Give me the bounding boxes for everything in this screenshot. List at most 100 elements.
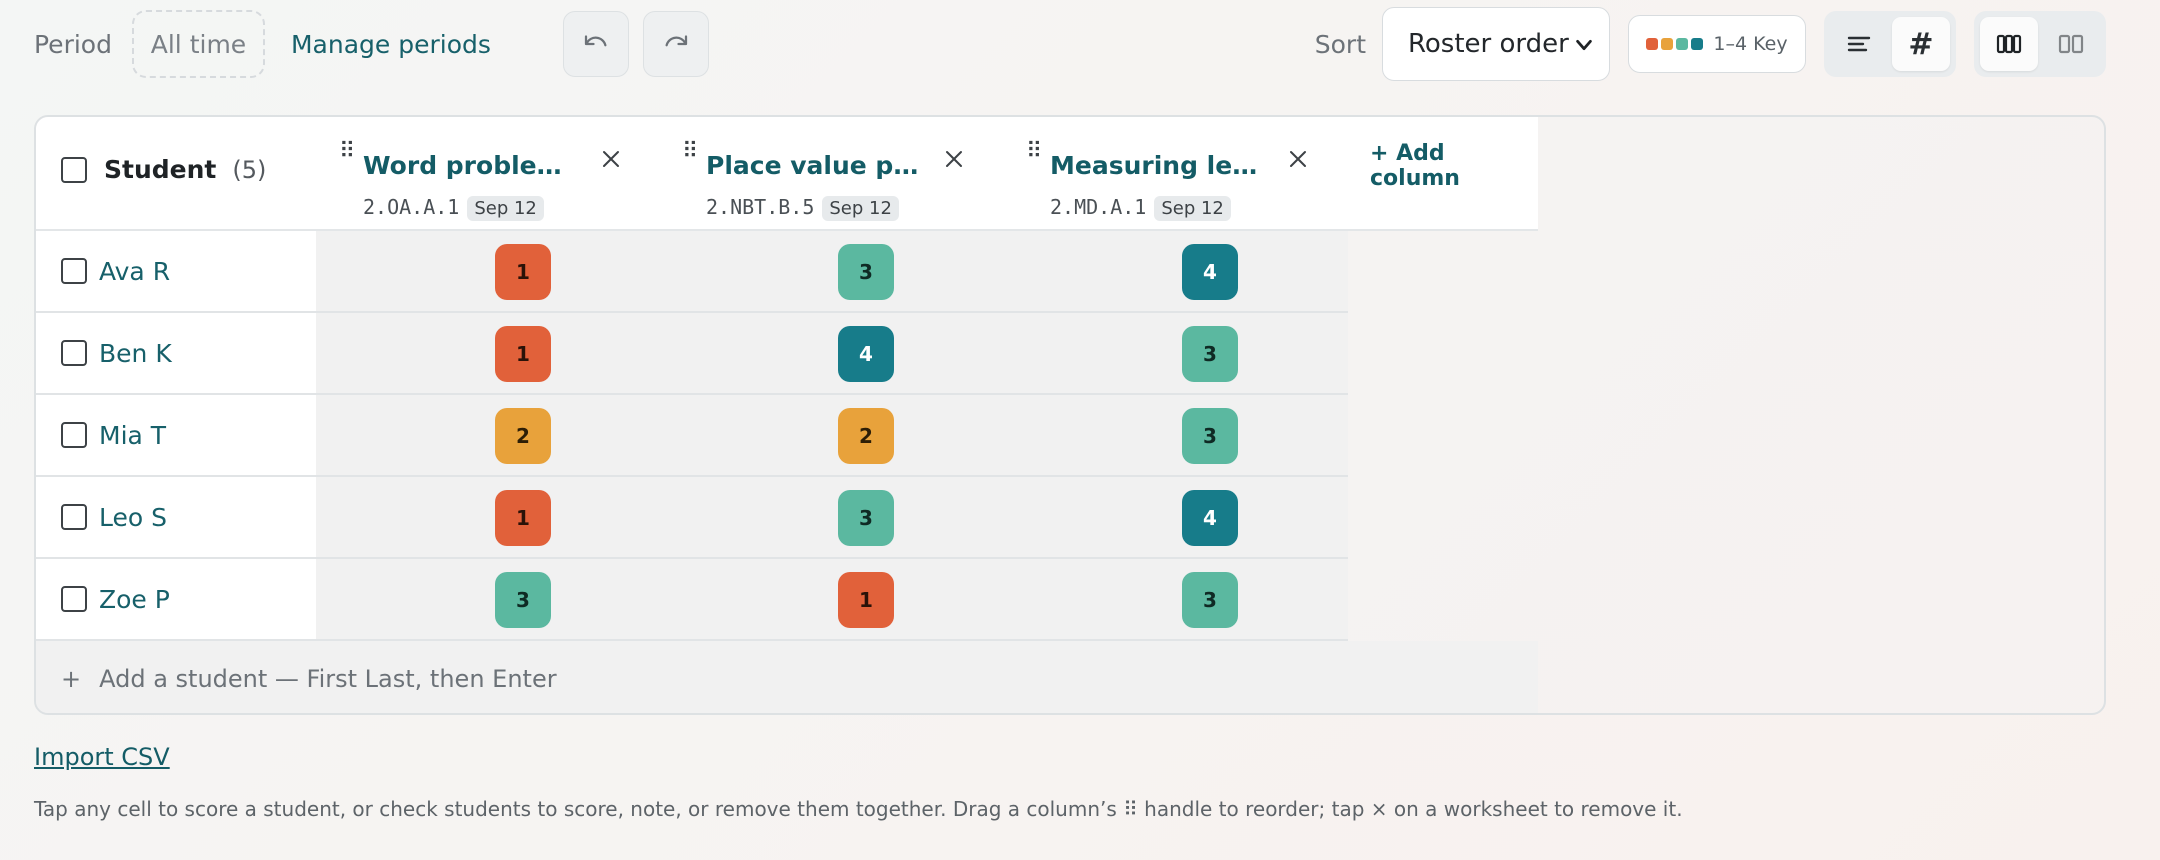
date-badge: Sep 12 — [467, 196, 544, 221]
score-key-swatches — [1646, 38, 1704, 50]
student-checkbox[interactable] — [61, 586, 87, 612]
undo-button[interactable] — [562, 11, 629, 77]
standard-code: 2.MD.A.1 — [1050, 195, 1147, 219]
two-column-button[interactable] — [2042, 17, 2100, 71]
column-meta: 2.OA.A.1 Sep 12 — [363, 195, 544, 221]
add-student-placeholder: Add a student — First Last, then Enter — [99, 665, 557, 693]
swatch-2 — [1661, 38, 1674, 50]
redo-button[interactable] — [642, 11, 709, 77]
drag-handle-icon[interactable]: ⠿ — [339, 139, 355, 164]
column-density-toggle — [1974, 11, 2106, 77]
score-chip[interactable]: 4 — [838, 326, 894, 382]
grid-header: Student (5) ⠿ Word problems … 2.OA.A.1 Se… — [36, 117, 1538, 231]
close-icon[interactable] — [1288, 149, 1308, 169]
student-column-header: Student (5) — [61, 155, 266, 184]
columns-three-icon — [1996, 34, 2022, 54]
student-checkbox[interactable] — [61, 504, 87, 530]
score-chip[interactable]: 3 — [495, 572, 551, 628]
three-column-button[interactable] — [1980, 17, 2038, 71]
column-meta: 2.NBT.B.5 Sep 12 — [706, 195, 899, 221]
score-cells: 1 3 4 — [316, 477, 1348, 557]
text-mode-button[interactable] — [1830, 17, 1888, 71]
student-name[interactable]: Mia T — [99, 420, 167, 450]
chevron-down-icon — [1576, 39, 1592, 51]
score-chip[interactable]: 1 — [838, 572, 894, 628]
column-meta: 2.MD.A.1 Sep 12 — [1050, 195, 1231, 221]
student-cell: Mia T — [36, 395, 316, 475]
score-chip[interactable]: 4 — [1182, 490, 1238, 546]
student-checkbox[interactable] — [61, 340, 87, 366]
swatch-3 — [1676, 38, 1689, 50]
score-key-button[interactable]: 1–4 Key — [1628, 15, 1806, 73]
score-cells: 1 4 3 — [316, 313, 1348, 393]
sort-value: Roster order — [1408, 29, 1569, 59]
table-row: Leo S 1 3 4 — [36, 477, 1348, 559]
import-csv-link[interactable]: Import CSV — [34, 743, 170, 771]
table-row: Mia T 2 2 3 — [36, 395, 1348, 477]
hash-icon: # — [1908, 26, 1934, 62]
score-chip[interactable]: 3 — [838, 244, 894, 300]
plus-icon: + — [61, 665, 82, 693]
column-title[interactable]: Measuring leng… — [1050, 151, 1272, 180]
column-header[interactable]: ⠿ Place value pra… 2.NBT.B.5 Sep 12 — [682, 135, 1012, 221]
student-checkbox[interactable] — [61, 258, 87, 284]
score-chip[interactable]: 3 — [1182, 572, 1238, 628]
drag-handle-icon[interactable]: ⠿ — [682, 139, 698, 164]
student-header-label: Student — [104, 155, 217, 184]
redo-icon — [665, 35, 688, 47]
select-all-checkbox[interactable] — [61, 156, 87, 183]
student-name[interactable]: Ben K — [99, 338, 172, 368]
manage-periods-link[interactable]: Manage periods — [290, 29, 491, 59]
display-mode-toggle: # — [1824, 11, 1956, 77]
period-selector[interactable]: All time — [131, 10, 265, 78]
help-text: Tap any cell to score a student, or chec… — [34, 797, 1683, 821]
score-chip[interactable]: 1 — [495, 244, 551, 300]
align-left-icon — [1847, 36, 1871, 52]
table-row: Ben K 1 4 3 — [36, 313, 1348, 395]
sort-select[interactable]: Roster order — [1382, 7, 1610, 81]
column-title[interactable]: Place value pra… — [706, 151, 928, 180]
column-header[interactable]: ⠿ Measuring leng… 2.MD.A.1 Sep 12 — [1026, 135, 1356, 221]
table-row: Ava R 1 3 4 — [36, 231, 1348, 313]
score-chip[interactable]: 2 — [495, 408, 551, 464]
gradebook-grid: Student (5) ⠿ Word problems … 2.OA.A.1 Se… — [34, 115, 2106, 715]
student-name[interactable]: Ava R — [99, 256, 171, 286]
toolbar: Period All time Manage periods Sort Rost… — [34, 7, 2106, 81]
add-student-input[interactable]: + Add a student — First Last, then Enter — [36, 641, 1538, 713]
period-label: Period — [34, 29, 112, 59]
standard-code: 2.NBT.B.5 — [706, 195, 815, 219]
student-cell: Ava R — [36, 231, 316, 311]
student-name[interactable]: Zoe P — [99, 584, 170, 614]
add-column-button[interactable]: + Add column — [1370, 141, 1460, 191]
score-cells: 3 1 3 — [316, 559, 1348, 639]
column-title[interactable]: Word problems … — [363, 151, 585, 180]
columns-two-icon — [2058, 34, 2084, 54]
swatch-4 — [1691, 38, 1704, 50]
number-mode-button[interactable]: # — [1892, 17, 1950, 71]
standard-code: 2.OA.A.1 — [363, 195, 460, 219]
score-chip[interactable]: 4 — [1182, 244, 1238, 300]
date-badge: Sep 12 — [822, 196, 899, 221]
close-icon[interactable] — [944, 149, 964, 169]
student-cell: Zoe P — [36, 559, 316, 639]
score-cells: 1 3 4 — [316, 231, 1348, 311]
undo-icon — [584, 35, 607, 47]
score-key-label: 1–4 Key — [1713, 33, 1788, 55]
student-count: (5) — [232, 155, 267, 184]
score-cells: 2 2 3 — [316, 395, 1348, 475]
student-cell: Leo S — [36, 477, 316, 557]
student-checkbox[interactable] — [61, 422, 87, 448]
student-cell: Ben K — [36, 313, 316, 393]
score-chip[interactable]: 1 — [495, 326, 551, 382]
student-name[interactable]: Leo S — [99, 502, 167, 532]
close-icon[interactable] — [601, 149, 621, 169]
date-badge: Sep 12 — [1154, 196, 1231, 221]
swatch-1 — [1646, 38, 1659, 50]
drag-handle-icon[interactable]: ⠿ — [1026, 139, 1042, 164]
score-chip[interactable]: 3 — [838, 490, 894, 546]
score-chip[interactable]: 1 — [495, 490, 551, 546]
column-header[interactable]: ⠿ Word problems … 2.OA.A.1 Sep 12 — [339, 135, 669, 221]
score-chip[interactable]: 2 — [838, 408, 894, 464]
score-chip[interactable]: 3 — [1182, 326, 1238, 382]
score-chip[interactable]: 3 — [1182, 408, 1238, 464]
